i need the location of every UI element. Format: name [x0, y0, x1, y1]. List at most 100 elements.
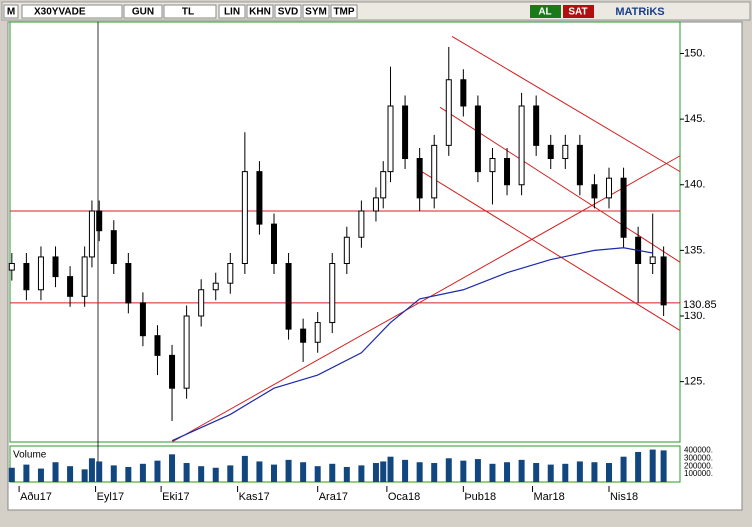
- volume-tick-label: 100000.: [684, 469, 713, 478]
- volume-bar: [605, 463, 612, 482]
- volume-bar: [387, 456, 394, 482]
- candle-body: [285, 263, 292, 330]
- buy-button[interactable]: [530, 5, 561, 18]
- x-tick-label: Aðu17: [20, 491, 52, 503]
- toolbar-button[interactable]: [246, 4, 274, 19]
- candle-body: [125, 263, 132, 304]
- candle-body: [380, 171, 387, 199]
- menu-button[interactable]: [3, 4, 19, 19]
- volume-bar: [96, 461, 103, 482]
- volume-bar: [81, 469, 88, 482]
- y-tick-label: 140.: [684, 179, 705, 191]
- x-tick-label: Eyl17: [97, 491, 125, 503]
- period-box[interactable]: [123, 4, 163, 19]
- volume-bar: [445, 458, 452, 482]
- candle-body: [227, 263, 234, 284]
- sell-text[interactable]: SAT: [568, 7, 587, 18]
- volume-bar: [562, 463, 569, 482]
- volume-bar: [474, 459, 481, 482]
- buy-text[interactable]: AL: [538, 7, 551, 18]
- volume-bar: [227, 465, 234, 482]
- toolbar-button-text[interactable]: SYM: [305, 7, 327, 18]
- volume-bar: [314, 466, 321, 482]
- volume-bar: [125, 466, 132, 482]
- x-tick-label: Nis18: [610, 491, 638, 503]
- candle-body: [183, 315, 190, 389]
- candle-body: [212, 282, 219, 291]
- candle-body: [474, 105, 481, 173]
- y-tick-label: 145.: [684, 113, 705, 125]
- candle-body: [605, 177, 612, 199]
- volume-bar: [380, 461, 387, 482]
- candle-body: [533, 105, 540, 146]
- currency-text[interactable]: TL: [182, 7, 194, 18]
- candle-body: [372, 197, 379, 212]
- candle-body: [110, 230, 117, 264]
- volume-bar: [8, 467, 15, 482]
- candle-body: [139, 302, 146, 337]
- volume-bar: [212, 467, 219, 482]
- trend-line: [419, 169, 681, 331]
- candle-body: [387, 105, 394, 173]
- volume-bar: [635, 451, 642, 482]
- volume-bar: [88, 458, 95, 482]
- toolbar-button[interactable]: [274, 4, 302, 19]
- x-tick-label: Oca18: [388, 491, 420, 503]
- candle-body: [416, 158, 423, 199]
- candle-body: [504, 158, 511, 186]
- volume-bar: [23, 464, 30, 482]
- volume-bar: [343, 466, 350, 482]
- candle-body: [329, 263, 336, 324]
- volume-bar: [358, 465, 365, 482]
- candle-body: [547, 144, 554, 159]
- toolbar-button-text[interactable]: TMP: [333, 7, 354, 18]
- volume-bar: [52, 462, 59, 482]
- trend-line: [451, 36, 681, 173]
- toolbar-button-text[interactable]: LIN: [224, 7, 240, 18]
- volume-bar: [576, 461, 583, 482]
- volume-bar: [620, 456, 627, 482]
- symbol-box[interactable]: [21, 4, 123, 19]
- symbol-text[interactable]: X30YVADE: [34, 7, 86, 18]
- sell-button[interactable]: [563, 5, 594, 18]
- candle-body: [431, 144, 438, 199]
- volume-bar: [489, 463, 496, 482]
- toolbar-button-text[interactable]: SVD: [278, 7, 299, 18]
- candle-body: [169, 354, 176, 389]
- y-tick-label: 130.: [684, 310, 705, 322]
- volume-bar: [416, 462, 423, 482]
- candle-body: [88, 210, 95, 258]
- volume-bar: [533, 463, 540, 482]
- candle-body: [445, 79, 452, 146]
- candle-body: [256, 171, 263, 225]
- volume-tick-label: 400000.: [684, 445, 713, 454]
- volume-bar: [169, 454, 176, 482]
- volume-tick-label: 300000.: [684, 453, 713, 462]
- candle-body: [23, 263, 30, 291]
- candle-body: [402, 105, 409, 159]
- candle-body: [270, 223, 277, 264]
- toolbar-button[interactable]: [302, 4, 330, 19]
- toolbar-button[interactable]: [330, 4, 358, 19]
- volume-bar: [660, 450, 667, 482]
- period-text[interactable]: GUN: [132, 7, 154, 18]
- volume-bar: [402, 459, 409, 482]
- volume-bar: [300, 462, 307, 482]
- toolbar-button-text[interactable]: KHN: [249, 7, 271, 18]
- candle-body: [52, 256, 59, 278]
- x-tick-label: Ara17: [319, 491, 348, 503]
- x-tick-label: Þub18: [464, 491, 496, 503]
- candle-body: [8, 263, 15, 271]
- candle-body: [518, 105, 525, 186]
- toolbar-button[interactable]: [218, 4, 246, 19]
- volume-bar: [504, 462, 511, 482]
- candle-body: [300, 328, 307, 343]
- menu-text[interactable]: M: [7, 7, 15, 18]
- brand: MATRiKS: [615, 6, 664, 18]
- volume-bar: [67, 466, 74, 482]
- volume-bar: [431, 463, 438, 482]
- volume-bar: [591, 462, 598, 482]
- volume-bar: [37, 468, 44, 482]
- currency-box[interactable]: [163, 4, 217, 19]
- candle-body: [314, 322, 321, 343]
